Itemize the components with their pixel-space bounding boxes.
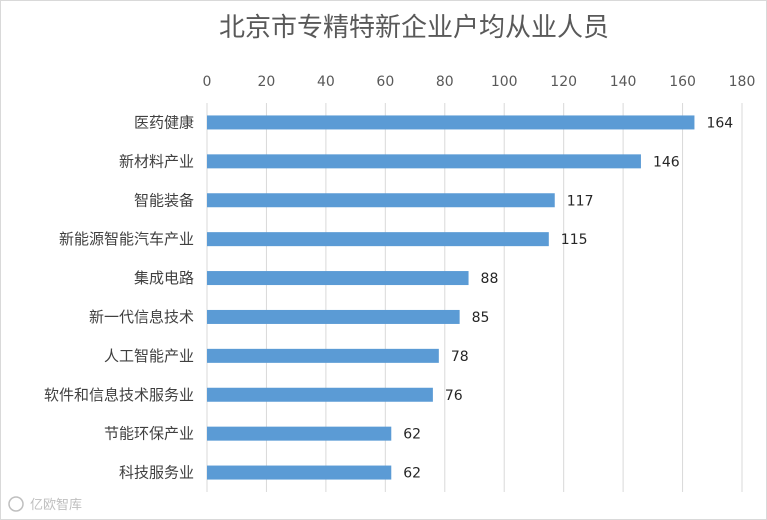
data-label: 117 xyxy=(567,193,594,209)
bar xyxy=(207,348,439,363)
x-tick-label: 140 xyxy=(610,74,637,90)
bar xyxy=(207,154,641,169)
bar xyxy=(207,232,549,247)
x-tick-label: 100 xyxy=(491,74,518,90)
data-label: 62 xyxy=(403,427,421,443)
x-tick-label: 180 xyxy=(729,74,756,90)
category-label: 新能源智能汽车产业 xyxy=(59,230,194,248)
bar xyxy=(207,465,392,480)
data-label: 76 xyxy=(445,388,463,404)
category-label: 科技服务业 xyxy=(119,464,194,482)
bar xyxy=(207,193,555,208)
category-label: 软件和信息技术服务业 xyxy=(44,386,194,404)
bar xyxy=(207,426,392,441)
category-label: 智能装备 xyxy=(134,191,194,209)
x-tick-label: 40 xyxy=(317,74,335,90)
bar xyxy=(207,271,469,286)
watermark: 亿欧智库 xyxy=(8,496,82,513)
x-tick-label: 80 xyxy=(436,74,454,90)
bar xyxy=(207,309,460,324)
data-label: 164 xyxy=(706,115,733,131)
category-label: 集成电路 xyxy=(134,269,194,287)
data-label: 85 xyxy=(472,310,490,326)
data-label: 62 xyxy=(403,466,421,482)
category-label: 节能环保产业 xyxy=(104,425,194,443)
bar xyxy=(207,115,695,130)
value-labels: 164 146 117 115 88 85 78 76 62 62 xyxy=(403,115,733,481)
category-labels: 医药健康新材料产业智能装备新能源智能汽车产业集成电路新一代信息技术人工智能产业软… xyxy=(44,113,194,481)
x-tick-label: 160 xyxy=(669,74,696,90)
watermark-text: 亿欧智库 xyxy=(30,497,82,513)
data-label: 78 xyxy=(451,349,469,365)
category-label: 新材料产业 xyxy=(119,152,194,170)
data-label: 88 xyxy=(481,271,499,287)
x-tick-label: 20 xyxy=(258,74,276,90)
category-label: 新一代信息技术 xyxy=(89,308,194,326)
x-tick-label: 60 xyxy=(376,74,394,90)
watermark-logo-icon xyxy=(8,496,24,512)
x-tick-label: 120 xyxy=(550,74,577,90)
data-label: 146 xyxy=(653,154,680,170)
x-tick-label: 0 xyxy=(203,74,212,90)
chart-title: 北京市专精特新企业户均从业人员 xyxy=(219,13,609,43)
category-label: 医药健康 xyxy=(134,113,194,131)
x-axis-ticks: 0 20 40 60 80 100 120 140 160 180 xyxy=(203,74,756,90)
category-label: 人工智能产业 xyxy=(104,347,194,365)
data-label: 115 xyxy=(561,232,588,248)
bar xyxy=(207,387,433,402)
bars xyxy=(207,115,695,480)
